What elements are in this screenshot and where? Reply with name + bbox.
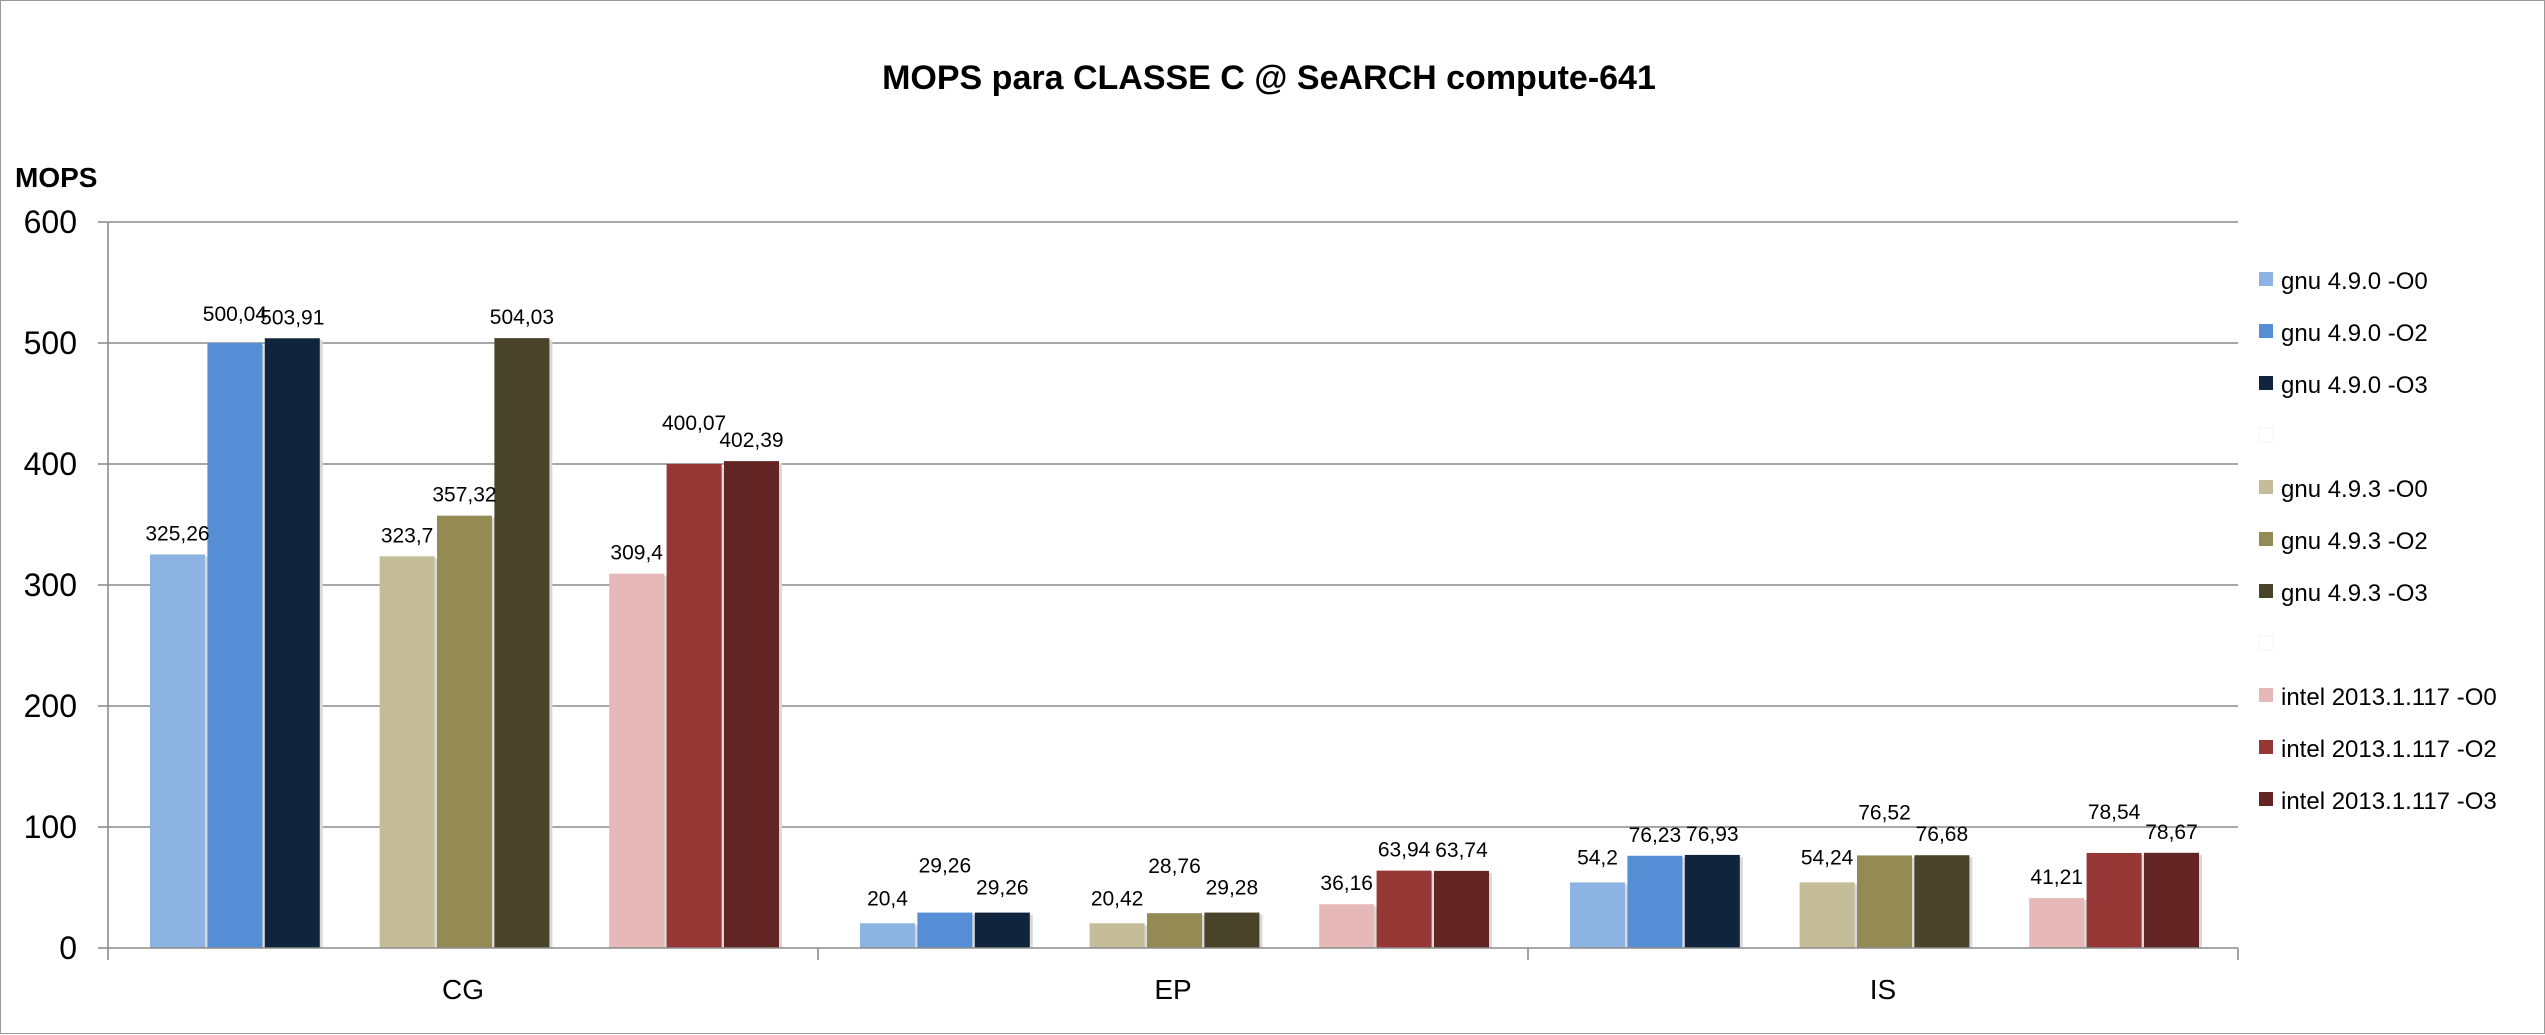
data-label: 76,23 — [1629, 824, 1682, 847]
legend-spacer — [2258, 427, 2274, 443]
y-tick-label: 600 — [24, 204, 77, 240]
legend-label: gnu 4.9.3 -O0 — [2281, 476, 2428, 503]
bar — [2086, 852, 2142, 948]
axes: 0 100 200 300 400 500 600 CG EP IS — [24, 204, 2239, 1005]
bar — [494, 338, 550, 949]
legend-label: intel 2013.1.117 -O0 — [2281, 684, 2497, 711]
bar — [1089, 923, 1145, 948]
data-label: 325,26 — [145, 522, 209, 545]
bar — [437, 515, 492, 948]
legend-label: gnu 4.9.0 -O2 — [2281, 320, 2428, 347]
legend-label: intel 2013.1.117 -O2 — [2281, 736, 2497, 763]
bar — [1684, 854, 1740, 948]
bar — [2029, 898, 2085, 948]
data-label: 63,74 — [1435, 839, 1488, 862]
bar — [1319, 904, 1375, 948]
bar — [1857, 855, 1912, 948]
data-label: 76,68 — [1916, 823, 1969, 846]
data-label: 76,52 — [1858, 801, 1911, 824]
data-label: 400,07 — [662, 412, 726, 435]
legend-swatch — [2259, 584, 2273, 598]
legend-swatch — [2259, 740, 2273, 754]
data-label: 54,2 — [1577, 846, 1618, 869]
y-tick-label: 0 — [59, 930, 77, 966]
y-tick-label: 300 — [24, 567, 77, 603]
legend-swatch — [2259, 792, 2273, 806]
data-label: 54,24 — [1801, 846, 1854, 869]
bar — [1570, 882, 1625, 948]
x-tick-label: CG — [442, 974, 484, 1005]
legend-label: gnu 4.9.0 -O3 — [2281, 372, 2428, 399]
data-labels: 325,26 20,4 54,2 500,04 29,26 76,23 503,91 29,2… — [145, 303, 2197, 910]
bar — [264, 338, 320, 948]
data-label: 402,39 — [719, 429, 783, 452]
legend-swatch — [2259, 532, 2273, 546]
y-tick-label: 500 — [24, 325, 77, 361]
data-label: 20,42 — [1091, 887, 1144, 910]
bar — [207, 342, 263, 948]
data-label: 63,94 — [1378, 839, 1431, 862]
data-label: 29,28 — [1206, 877, 1259, 900]
data-label: 357,32 — [432, 484, 496, 507]
bar — [150, 554, 205, 948]
legend: gnu 4.9.0 -O0 gnu 4.9.0 -O2 gnu 4.9.0 -O3 g… — [2258, 268, 2497, 815]
data-label: 323,7 — [381, 524, 434, 547]
bar — [724, 461, 779, 948]
bar — [609, 573, 665, 948]
legend-swatch — [2259, 376, 2273, 390]
y-tick-label: 100 — [24, 809, 77, 845]
bar — [917, 912, 973, 948]
legend-swatch — [2259, 272, 2273, 286]
bar — [1434, 870, 1489, 948]
bar — [860, 923, 915, 948]
legend-label: intel 2013.1.117 -O3 — [2281, 788, 2497, 815]
legend-label: gnu 4.9.3 -O3 — [2281, 580, 2428, 607]
bar — [1147, 913, 1202, 948]
bar — [1376, 870, 1432, 948]
legend-label: gnu 4.9.0 -O0 — [2281, 268, 2428, 295]
bar — [1799, 882, 1855, 948]
legend-swatch — [2259, 324, 2273, 338]
bar — [1914, 855, 1970, 948]
legend-label: gnu 4.9.3 -O2 — [2281, 528, 2428, 555]
bar — [666, 463, 722, 948]
chart-title: MOPS para CLASSE C @ SeARCH compute-641 — [882, 59, 1656, 97]
data-label: 78,67 — [2145, 821, 2198, 844]
bar — [379, 556, 435, 948]
data-label: 504,03 — [490, 306, 554, 329]
data-label: 76,93 — [1686, 823, 1739, 846]
y-tick-label: 200 — [24, 688, 77, 724]
data-label: 78,54 — [2088, 801, 2141, 824]
bar — [1204, 912, 1260, 948]
bar — [2144, 852, 2199, 948]
data-label: 41,21 — [2030, 866, 2083, 889]
legend-swatch — [2259, 480, 2273, 494]
legend-spacer — [2258, 635, 2274, 651]
data-label: 503,91 — [260, 306, 324, 329]
data-label: 28,76 — [1148, 855, 1201, 878]
data-label: 20,4 — [867, 887, 908, 910]
bars — [150, 338, 2202, 949]
x-tick-label: IS — [1870, 974, 1896, 1005]
data-label: 29,26 — [976, 877, 1029, 900]
legend-swatch — [2259, 688, 2273, 702]
data-label: 309,4 — [610, 542, 663, 565]
data-label: 36,16 — [1320, 872, 1373, 895]
bar — [1627, 855, 1683, 948]
data-label: 29,26 — [919, 855, 972, 878]
y-axis-label: MOPS — [15, 162, 97, 193]
data-label: 500,04 — [203, 303, 268, 326]
y-tick-label: 400 — [24, 446, 77, 482]
x-tick-label: EP — [1154, 974, 1191, 1005]
bar — [974, 912, 1030, 948]
